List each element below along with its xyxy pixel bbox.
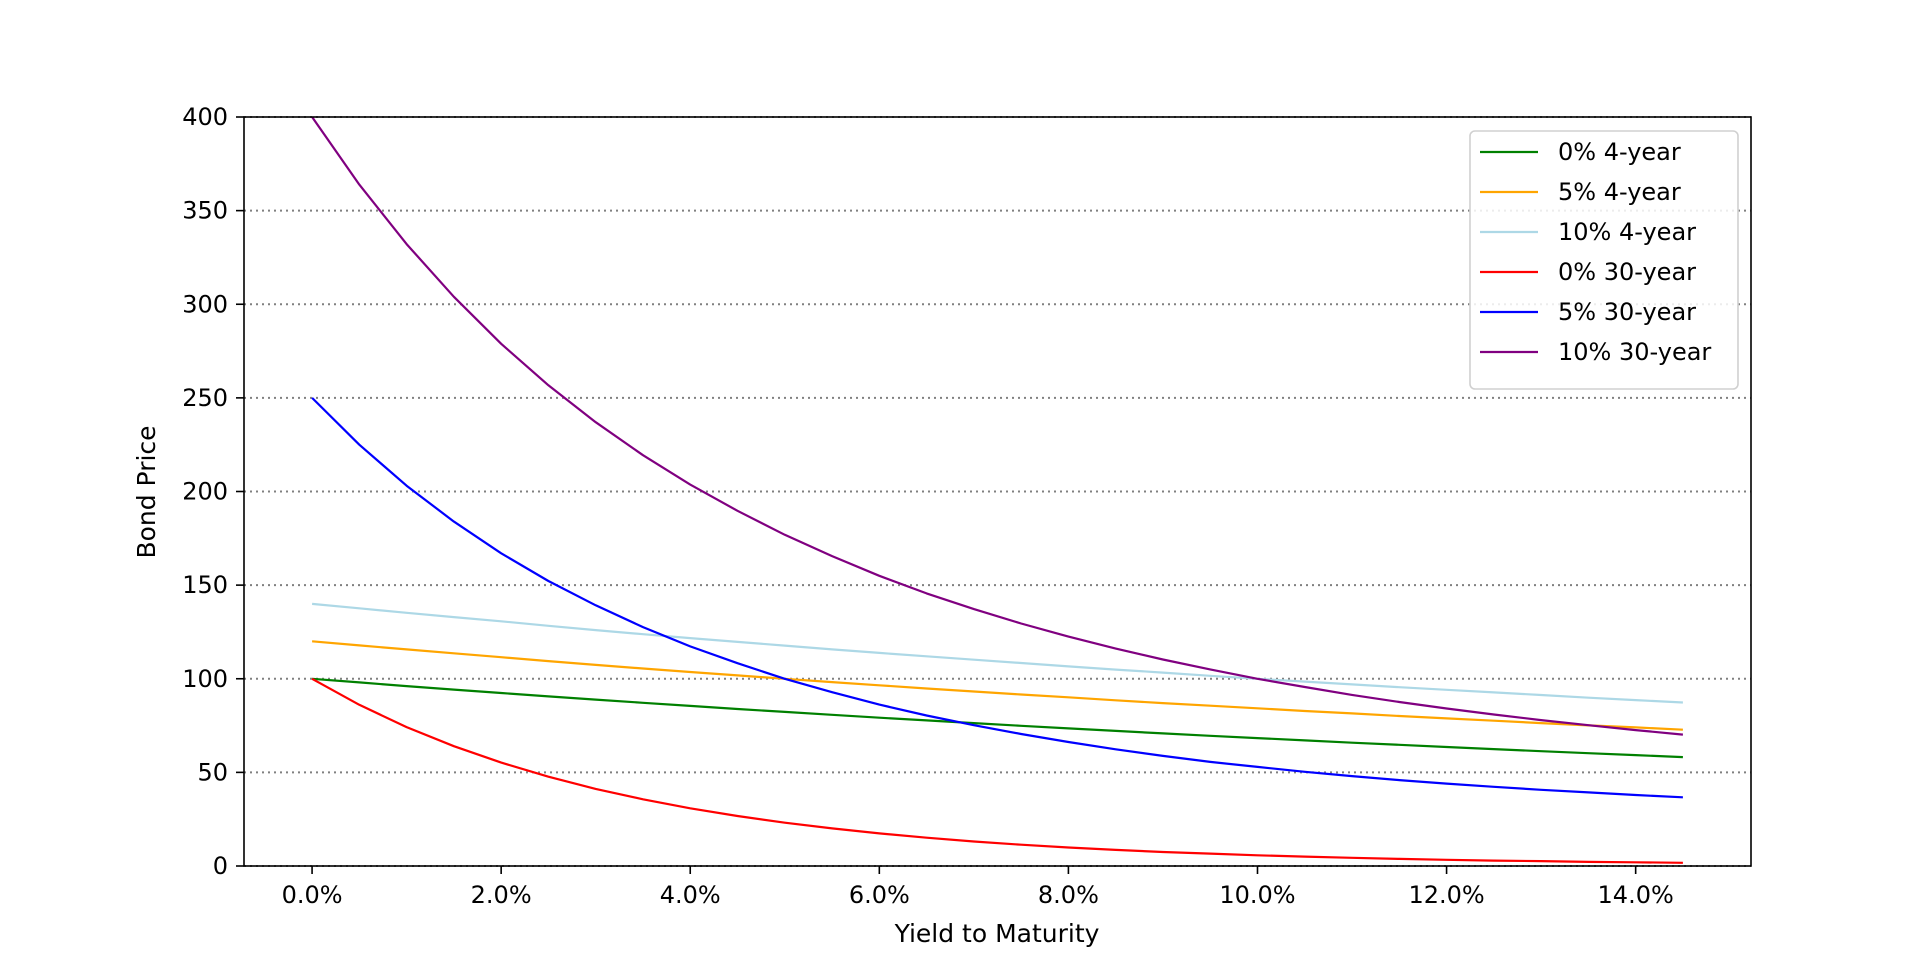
y-tick-label: 350 [182,197,228,225]
legend-label-4: 5% 30-year [1558,298,1696,326]
y-tick-label: 400 [182,103,228,131]
x-axis-ticks: 0.0% 2.0% 4.0% 6.0% 8.0% 10.0% 12.0% 14.0% [282,866,1674,909]
series-line-3 [311,677,1683,864]
series-lines [311,116,1684,864]
x-tick-label: 2.0% [471,881,532,909]
x-tick-label: 14.0% [1598,881,1674,909]
x-tick-label: 0.0% [282,881,343,909]
legend-label-1: 5% 4-year [1558,178,1681,206]
y-tick-label: 150 [182,571,228,599]
y-axis-ticks: 0 50 100 150 200 250 300 350 400 [182,103,244,880]
x-tick-label: 6.0% [849,881,910,909]
y-tick-label: 50 [197,758,228,786]
y-tick-label: 100 [182,665,228,693]
series-line-1 [312,640,1683,731]
y-tick-label: 0 [213,852,228,880]
legend: 0% 4-year 5% 4-year 10% 4-year 0% 30-year 5%… [1469,130,1739,390]
legend-label-0: 0% 4-year [1558,138,1681,166]
legend-frame [1469,130,1739,390]
series-line-5 [311,116,1684,736]
x-tick-label: 8.0% [1038,881,1099,909]
x-axis-label: Yield to Maturity [894,919,1100,948]
series-line-2 [311,602,1683,704]
y-axis-label: Bond Price [132,425,161,558]
legend-label-3: 0% 30-year [1558,258,1696,286]
y-tick-label: 200 [182,478,228,506]
legend-label-5: 10% 30-year [1558,338,1711,366]
y-tick-label: 300 [182,290,228,318]
series-line-4 [311,397,1683,799]
y-tick-label: 250 [182,384,228,412]
x-tick-label: 10.0% [1219,881,1295,909]
x-tick-label: 4.0% [660,881,721,909]
x-tick-label: 12.0% [1408,881,1484,909]
series-line-0 [312,677,1683,759]
legend-label-2: 10% 4-year [1558,218,1696,246]
